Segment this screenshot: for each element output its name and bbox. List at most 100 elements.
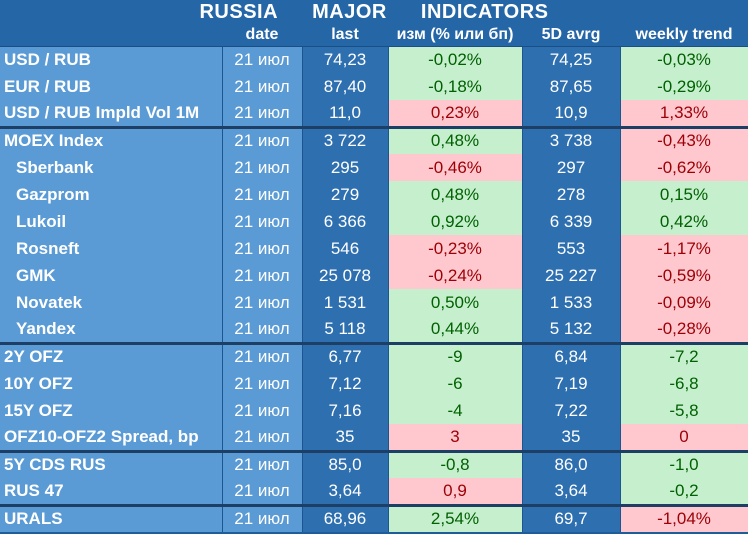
table-row: EUR / RUB 21 июл 87,40 -0,18% 87,65 -0,29%: [0, 73, 748, 100]
row-name: GMK: [0, 262, 223, 289]
row-date: 21 июл: [222, 100, 303, 127]
table-row: 5Y CDS RUS 21 июл 85,0 -0,8 86,0 -1,0: [0, 449, 748, 478]
table-row: GMK 21 июл 25 078 -0,24% 25 227 -0,59%: [0, 262, 748, 289]
row-5d-avg: 10,9: [522, 100, 621, 127]
row-weekly-trend: -0,2: [620, 478, 748, 505]
row-change: -0,46%: [388, 154, 523, 181]
row-last: 6,77: [302, 341, 389, 370]
row-weekly-trend: -1,0: [620, 449, 748, 478]
row-weekly-trend: 0,15%: [620, 181, 748, 208]
row-change: -6: [388, 370, 523, 397]
row-date: 21 июл: [222, 46, 303, 73]
row-weekly-trend: -0,59%: [620, 262, 748, 289]
row-last: 1 531: [302, 289, 389, 316]
table-title: RUSSIA MAJOR INDICATORS: [0, 0, 748, 25]
row-last: 3,64: [302, 478, 389, 505]
row-5d-avg: 69,7: [522, 503, 621, 532]
row-date: 21 июл: [222, 449, 303, 478]
row-name: 15Y OFZ: [0, 397, 223, 424]
row-weekly-trend: 1,33%: [620, 100, 748, 127]
row-date: 21 июл: [222, 154, 303, 181]
row-weekly-trend: -0,62%: [620, 154, 748, 181]
row-date: 21 июл: [222, 289, 303, 316]
row-change: 0,48%: [388, 181, 523, 208]
table-row: Yandex 21 июл 5 118 0,44% 5 132 -0,28%: [0, 316, 748, 343]
table-row: Gazprom 21 июл 279 0,48% 278 0,15%: [0, 181, 748, 208]
row-last: 7,12: [302, 370, 389, 397]
row-change: 0,92%: [388, 208, 523, 235]
row-5d-avg: 87,65: [522, 73, 621, 100]
row-last: 3 722: [302, 125, 389, 154]
row-name: Rosneft: [0, 235, 223, 262]
row-name: Sberbank: [0, 154, 223, 181]
row-5d-avg: 5 132: [522, 316, 621, 343]
table-row: 15Y OFZ 21 июл 7,16 -4 7,22 -5,8: [0, 397, 748, 424]
row-5d-avg: 25 227: [522, 262, 621, 289]
row-last: 85,0: [302, 449, 389, 478]
title-word: MAJOR: [312, 1, 387, 23]
row-5d-avg: 7,22: [522, 397, 621, 424]
row-name: Novatek: [0, 289, 223, 316]
header-row: date last изм (% или бп) 5D avrg weekly …: [0, 25, 748, 47]
title-word: RUSSIA: [199, 1, 279, 23]
row-name: USD / RUB: [0, 46, 223, 73]
row-date: 21 июл: [222, 478, 303, 505]
row-change: 0,9: [388, 478, 523, 505]
row-name: EUR / RUB: [0, 73, 223, 100]
row-change: 0,48%: [388, 125, 523, 154]
row-last: 11,0: [302, 100, 389, 127]
row-name: URALS: [0, 503, 223, 532]
row-last: 25 078: [302, 262, 389, 289]
row-name: 2Y OFZ: [0, 341, 223, 370]
row-weekly-trend: -6,8: [620, 370, 748, 397]
row-last: 35: [302, 424, 389, 451]
row-date: 21 июл: [222, 262, 303, 289]
row-change: 0,50%: [388, 289, 523, 316]
row-last: 6 366: [302, 208, 389, 235]
row-name: Gazprom: [0, 181, 223, 208]
row-date: 21 июл: [222, 316, 303, 343]
row-change: -0,18%: [388, 73, 523, 100]
header-last: last: [302, 25, 388, 47]
row-date: 21 июл: [222, 424, 303, 451]
row-date: 21 июл: [222, 503, 303, 532]
row-5d-avg: 553: [522, 235, 621, 262]
row-date: 21 июл: [222, 341, 303, 370]
row-change: -9: [388, 341, 523, 370]
row-last: 87,40: [302, 73, 389, 100]
row-name: RUS 47: [0, 478, 223, 505]
header-name: [0, 25, 222, 47]
table-row: OFZ10-OFZ2 Spread, bp 21 июл 35 3 35 0: [0, 424, 748, 451]
table-row: USD / RUB 21 июл 74,23 -0,02% 74,25 -0,03%: [0, 46, 748, 73]
row-date: 21 июл: [222, 208, 303, 235]
row-weekly-trend: -0,43%: [620, 125, 748, 154]
row-name: 10Y OFZ: [0, 370, 223, 397]
header-change: изм (% или бп): [388, 25, 522, 47]
row-last: 74,23: [302, 46, 389, 73]
row-change: -4: [388, 397, 523, 424]
indicators-table: date last изм (% или бп) 5D avrg weekly …: [0, 25, 748, 532]
table-row: RUS 47 21 июл 3,64 0,9 3,64 -0,2: [0, 478, 748, 505]
row-name: USD / RUB Impld Vol 1M: [0, 100, 223, 127]
row-date: 21 июл: [222, 181, 303, 208]
row-change: -0,24%: [388, 262, 523, 289]
row-last: 68,96: [302, 503, 389, 532]
table-row: Lukoil 21 июл 6 366 0,92% 6 339 0,42%: [0, 208, 748, 235]
table-row: MOEX Index 21 июл 3 722 0,48% 3 738 -0,43%: [0, 125, 748, 154]
row-5d-avg: 74,25: [522, 46, 621, 73]
row-change: -0,8: [388, 449, 523, 478]
row-weekly-trend: -5,8: [620, 397, 748, 424]
row-change: 2,54%: [388, 503, 523, 532]
row-name: OFZ10-OFZ2 Spread, bp: [0, 424, 223, 451]
row-weekly-trend: -0,28%: [620, 316, 748, 343]
row-date: 21 июл: [222, 397, 303, 424]
table-row: Rosneft 21 июл 546 -0,23% 553 -1,17%: [0, 235, 748, 262]
row-5d-avg: 3,64: [522, 478, 621, 505]
row-weekly-trend: -1,04%: [620, 503, 748, 532]
row-change: -0,02%: [388, 46, 523, 73]
row-name: MOEX Index: [0, 125, 223, 154]
row-name: Yandex: [0, 316, 223, 343]
row-5d-avg: 278: [522, 181, 621, 208]
row-5d-avg: 6,84: [522, 341, 621, 370]
row-5d-avg: 6 339: [522, 208, 621, 235]
